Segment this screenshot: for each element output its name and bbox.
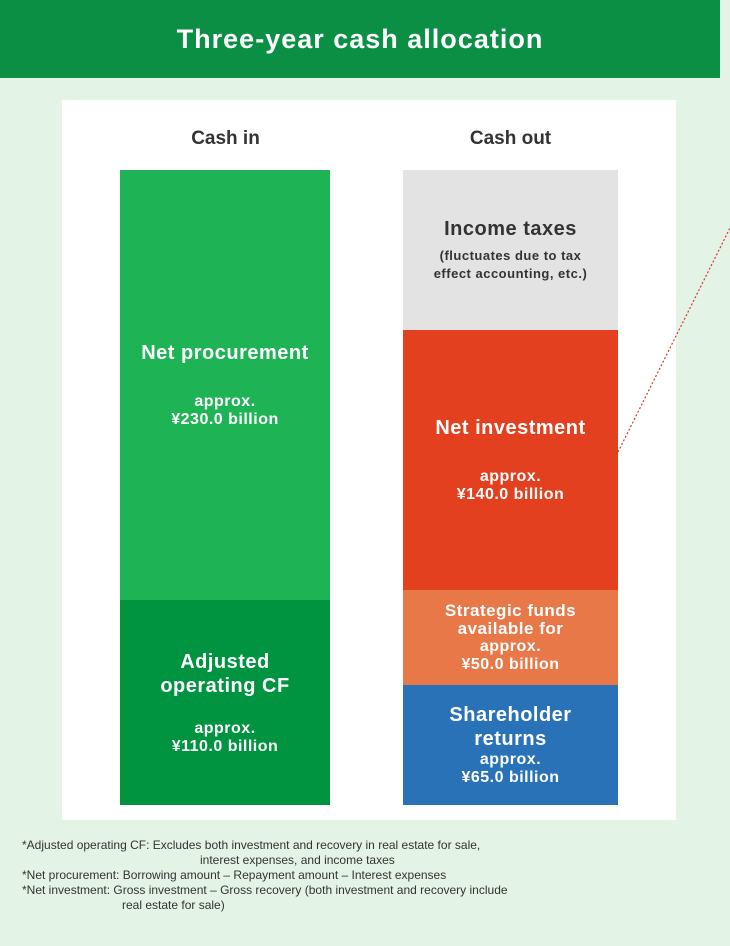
block-amount: ¥140.0 billion bbox=[456, 486, 565, 503]
block-label: Net procurement bbox=[141, 342, 309, 364]
block-amount: ¥110.0 billion bbox=[171, 737, 279, 755]
block-amount: ¥230.0 billion bbox=[171, 411, 279, 428]
header-title: Three-year cash allocation bbox=[0, 0, 720, 78]
block-amount: ¥65.0 billion bbox=[461, 769, 560, 786]
block-label: operating CF bbox=[160, 674, 290, 697]
block: Income taxes (fluctuates due to tax effe… bbox=[403, 170, 618, 330]
block-label: Adjusted bbox=[180, 650, 270, 673]
block: Shareholder returns approx. ¥65.0 billio… bbox=[403, 685, 618, 805]
block-label: Shareholder bbox=[449, 704, 572, 726]
block-amount: approx. bbox=[479, 468, 542, 485]
footnote-line: *Net investment: Gross investment – Gros… bbox=[22, 883, 508, 897]
block: Adjusted operating CF approx. ¥110.0 bil… bbox=[120, 600, 330, 805]
block-amount: effect accounting, etc.) bbox=[433, 266, 588, 281]
block-amount: (fluctuates due to tax bbox=[439, 248, 582, 263]
footnote: *Adjusted operating CF: Excludes both in… bbox=[22, 838, 508, 913]
footnote-line: *Adjusted operating CF: Excludes both in… bbox=[22, 838, 481, 852]
block-amount: approx. bbox=[194, 393, 256, 410]
block-label: Net investment bbox=[435, 417, 586, 439]
block: Strategic funds available for approx. ¥5… bbox=[403, 590, 618, 685]
column-header: Cash in bbox=[191, 128, 260, 149]
block-label: Strategic funds bbox=[444, 600, 577, 620]
dotted-line bbox=[617, 227, 730, 453]
footnote-line: *Net procurement: Borrowing amount – Rep… bbox=[22, 868, 447, 882]
footnote-line: real estate for sale) bbox=[122, 898, 225, 912]
block: Net investment approx. ¥140.0 billion bbox=[403, 330, 618, 590]
column-header: Cash out bbox=[469, 128, 552, 149]
block-amount: approx. bbox=[479, 751, 542, 768]
footnote-line: interest expenses, and income taxes bbox=[200, 853, 395, 867]
block-label: available for bbox=[457, 618, 564, 638]
block-amount: ¥50.0 billion bbox=[461, 655, 560, 673]
block-label: returns bbox=[474, 728, 547, 750]
block-amount: approx. bbox=[194, 719, 256, 737]
block-label: Income taxes bbox=[444, 218, 577, 240]
block: Net procurement approx. ¥230.0 billion bbox=[120, 170, 330, 600]
block-amount: approx. bbox=[479, 637, 542, 655]
